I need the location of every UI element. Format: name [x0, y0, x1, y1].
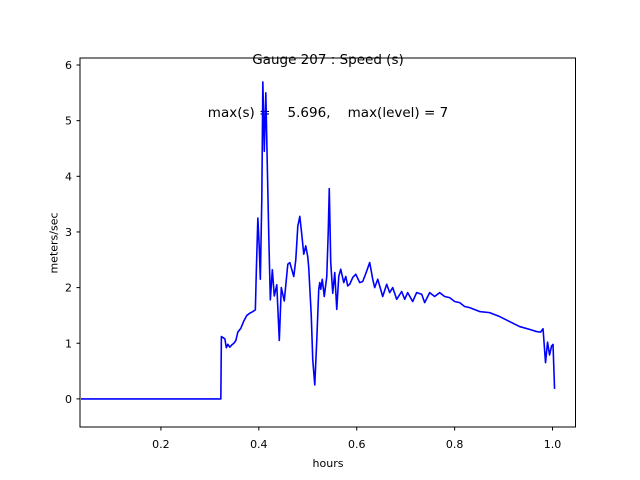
x-tick-label: 0.4 — [250, 438, 268, 451]
speed-line — [80, 81, 556, 400]
y-tick-label: 3 — [65, 226, 72, 239]
x-tick-label: 0.8 — [446, 438, 464, 451]
chart-title: Gauge 207 : Speed (s) max(s) = 5.696, ma… — [80, 17, 576, 157]
x-axis-label: hours — [312, 457, 344, 470]
x-tick-label: 0.2 — [152, 438, 170, 451]
axes-frame — [79, 57, 576, 428]
y-axis-label: meters/sec — [47, 212, 61, 274]
y-tick-label: 5 — [65, 115, 72, 128]
chart-title-line1: Gauge 207 : Speed (s) — [252, 52, 404, 68]
x-tick-label: 1.0 — [544, 438, 562, 451]
x-tick-label: 0.6 — [348, 438, 366, 451]
y-tick-label: 6 — [65, 59, 72, 72]
y-tick-label: 2 — [65, 282, 72, 295]
y-tick-label: 4 — [65, 170, 72, 183]
y-tick-label: 1 — [65, 337, 72, 350]
y-tick-label: 0 — [65, 393, 72, 406]
